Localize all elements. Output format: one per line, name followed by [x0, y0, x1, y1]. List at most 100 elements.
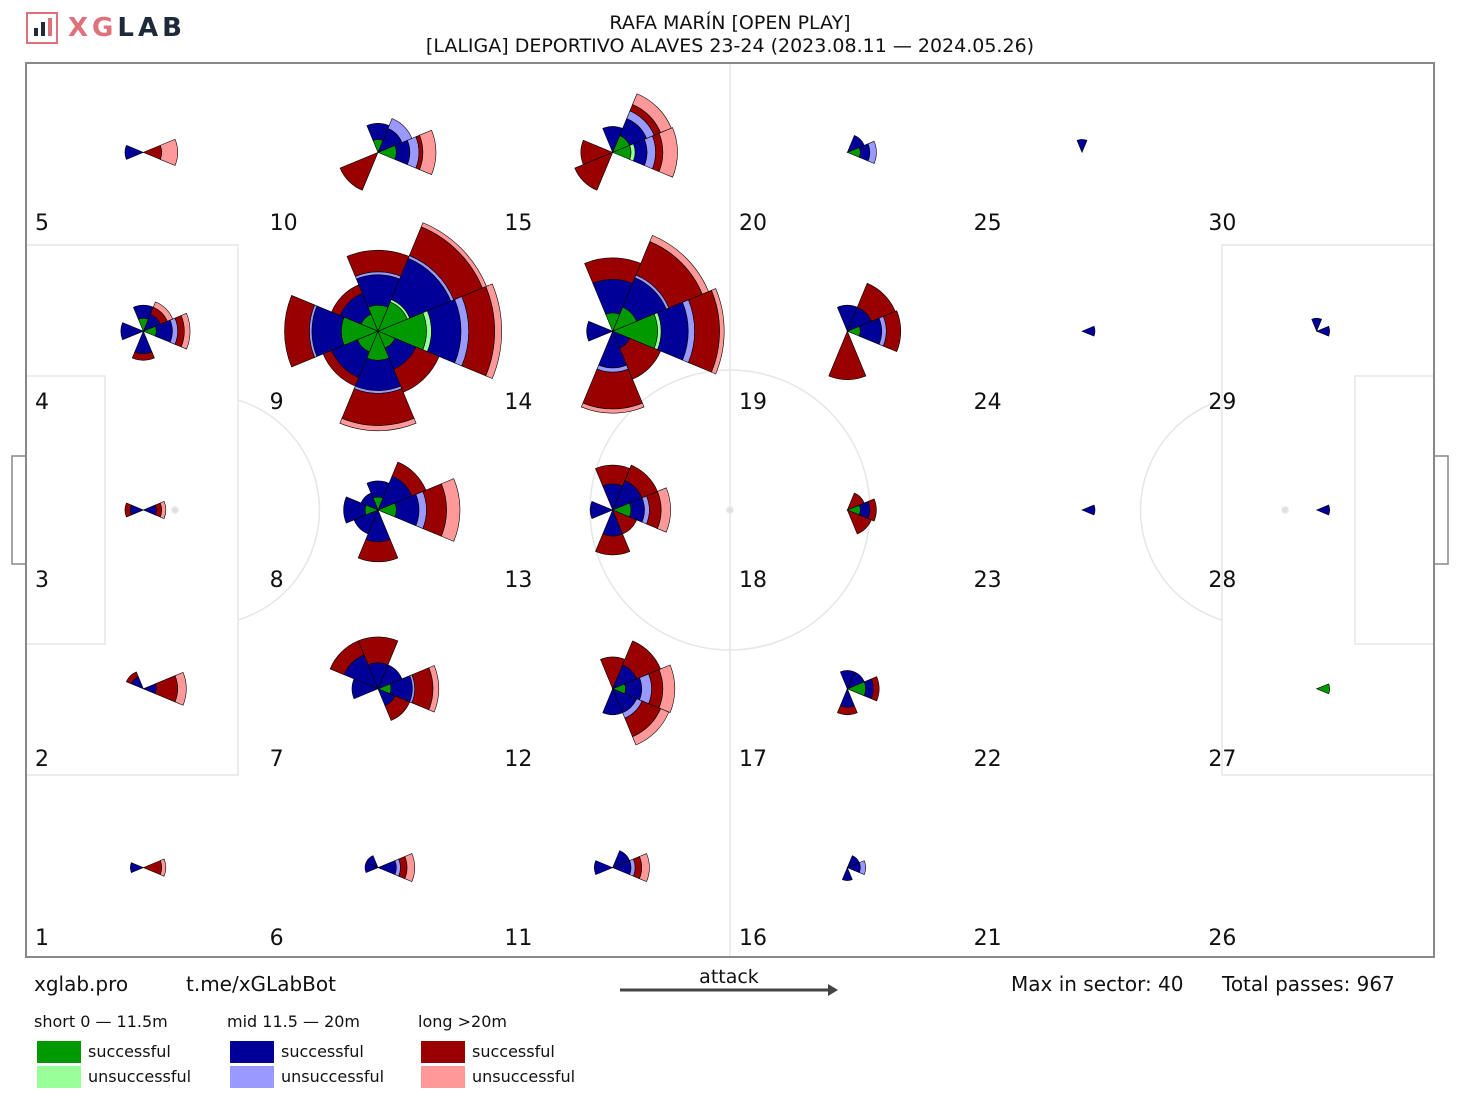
- sector-zone13-N-long_s: [595, 464, 631, 487]
- sector-zone8-NE-long_s: [391, 461, 427, 497]
- sector-zone16-E-mid_u: [858, 860, 866, 876]
- attack-label: attack: [699, 966, 759, 988]
- sector-zone14-W-mid_s: [586, 320, 614, 342]
- zone-number-22: 22: [973, 747, 1002, 773]
- left-penalty-arc: [237, 399, 321, 621]
- zone-number-24: 24: [973, 389, 1002, 415]
- right-penalty-spot: [1281, 506, 1289, 514]
- title-line-1: RAFA MARÍN [OPEN PLAY]: [609, 12, 851, 34]
- zone-number-27: 27: [1208, 747, 1237, 773]
- sector-zone19-S-long_s: [828, 330, 867, 380]
- zone-number-30: 30: [1208, 210, 1237, 236]
- sector-zone15-E-long_u: [658, 127, 678, 178]
- sector-zone3-E-mid_s: [142, 504, 157, 516]
- zone-number-14: 14: [504, 389, 533, 415]
- sector-zone7-E-long_u: [428, 665, 440, 713]
- sector-zone23-E-mid_s: [1081, 504, 1096, 516]
- zone-number-16: 16: [739, 926, 767, 951]
- sector-zone9-SE-long_s: [393, 346, 440, 393]
- zone-number-1: 1: [35, 926, 49, 951]
- legend-short-success-swatch: [37, 1040, 81, 1063]
- zone-number-21: 21: [973, 926, 1002, 951]
- site-link[interactable]: xglab.pro: [34, 972, 129, 996]
- zone-number-7: 7: [269, 747, 284, 773]
- sector-zone9-W-long_s: [284, 295, 316, 368]
- zone-number-19: 19: [739, 389, 767, 415]
- zone-number-17: 17: [739, 747, 767, 773]
- sector-zone11-NE-mid_s: [612, 850, 630, 869]
- sector-zone11-E-long_u: [639, 853, 650, 883]
- max-in-sector: Max in sector: 40: [1011, 972, 1184, 996]
- zone-number-4: 4: [35, 389, 49, 415]
- zone-number-15: 15: [504, 210, 533, 236]
- sector-zone8-N-mid_s: [366, 480, 390, 499]
- attack-arrow-head: [828, 984, 838, 996]
- legend-short: short 0 — 11.5m successful unsuccessful: [34, 1012, 191, 1089]
- legend-mid: mid 11.5 — 20m successful unsuccessful: [227, 1012, 384, 1089]
- legend-mid-success-label: successful: [281, 1042, 364, 1061]
- sector-zone17-E-mid_s: [863, 678, 874, 700]
- sector-zone3-E-long_u: [159, 501, 167, 519]
- sector-zone9-S-long_u: [339, 418, 417, 432]
- sector-zone12-N-long_s: [600, 656, 626, 690]
- sector-zone29-N-mid_s: [1311, 317, 1323, 332]
- sector-zone1-E-long_s: [142, 860, 162, 876]
- sector-zone29-E-mid_s: [1315, 325, 1330, 337]
- sector-zone7-NW-long_s: [329, 640, 365, 676]
- sector-zone7-W-mid_s: [351, 678, 379, 700]
- sector-zone4-S-long_s: [131, 351, 155, 361]
- sector-zone1-W-mid_s: [130, 862, 145, 873]
- sector-zone4-S-mid_s: [134, 330, 153, 354]
- sector-zone2-E-long_u: [174, 671, 187, 706]
- sector-zone13-NE-long_s: [624, 464, 658, 499]
- sector-zone4-N-mid_s: [133, 305, 154, 320]
- sector-zone13-W-mid_s: [589, 501, 614, 519]
- zone-number-8: 8: [269, 568, 284, 594]
- sector-zone6-E-long_u: [404, 853, 415, 883]
- sector-zone15-SW-long_s: [574, 151, 614, 191]
- zone-number-3: 3: [35, 568, 49, 594]
- sector-zone20-NE-mid_s: [846, 135, 865, 153]
- sector-zone8-E-long_u: [440, 478, 461, 542]
- zone-number-2: 2: [35, 747, 49, 773]
- sector-zone28-E-mid_s: [1315, 504, 1330, 516]
- sector-zone5-W-mid_s: [124, 144, 145, 160]
- pitch-lines: [25, 63, 1435, 957]
- sector-zone15-N-mid_s: [602, 126, 623, 154]
- sector-zone2-E-long_s: [154, 675, 178, 703]
- xglab-logo: XGLAB: [26, 12, 186, 44]
- legend-short-fail-swatch: [37, 1065, 81, 1088]
- sector-zone16-S-mid_s: [841, 866, 853, 881]
- sector-zone1-E-long_u: [159, 858, 167, 877]
- zone-number-18: 18: [739, 568, 767, 594]
- sector-zone16-NE-mid_s: [846, 855, 860, 869]
- sector-zone18-E-long_s: [867, 498, 877, 522]
- sector-zone13-S-long_s: [595, 533, 631, 556]
- sector-zone12-SE-long_u: [632, 708, 670, 746]
- center-spot: [726, 506, 734, 514]
- zone-number-9: 9: [269, 389, 284, 415]
- sector-zone14-SE-long_s: [619, 337, 661, 380]
- legend-long: long >20m successful unsuccessful: [418, 1012, 575, 1089]
- legend-long-fail-swatch: [421, 1065, 465, 1088]
- legend-mid-fail-label: unsuccessful: [281, 1067, 385, 1086]
- legend-short-fail-label: unsuccessful: [88, 1067, 192, 1086]
- logo-text-xg: XG: [68, 13, 118, 43]
- sector-zone20-E-mid_u: [867, 140, 877, 164]
- sector-zone6-E-mid_s: [377, 860, 397, 876]
- sector-zone9-N-long_s: [346, 250, 410, 277]
- bot-link[interactable]: t.me/xGLabBot: [186, 972, 336, 996]
- sector-zone19-N-mid_s: [837, 305, 858, 332]
- sector-zone8-S-long_s: [357, 538, 399, 563]
- sector-zone27-E-short_s: [1315, 683, 1330, 695]
- sector-zone5-E-long_s: [142, 144, 162, 160]
- zone-number-13: 13: [504, 568, 533, 594]
- logo-text: XGLAB: [68, 13, 186, 43]
- sector-zone7-SE-long_s: [384, 695, 411, 721]
- legend-short-title: short 0 — 11.5m: [34, 1012, 168, 1031]
- zone-number-26: 26: [1208, 926, 1237, 951]
- logo-text-lab: LAB: [117, 13, 186, 43]
- sector-zone4-E-long_u: [180, 312, 191, 350]
- sector-zone18-SE-long_s: [846, 509, 872, 535]
- legend-short-success-label: successful: [88, 1042, 171, 1061]
